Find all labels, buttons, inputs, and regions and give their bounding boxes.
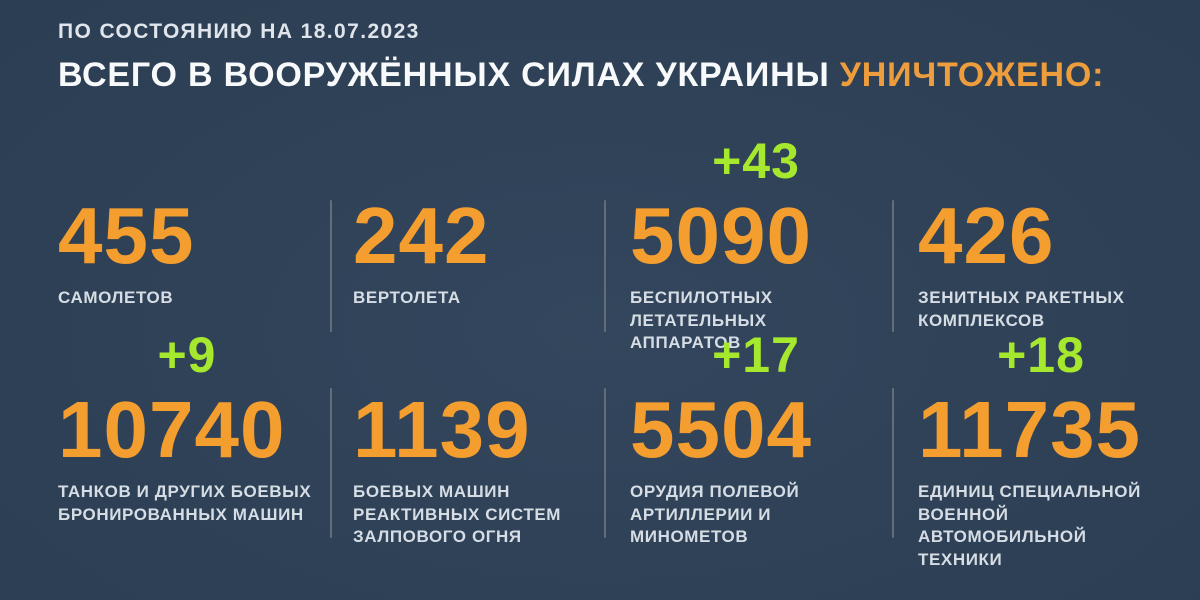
stat-value: 10740 [58,385,286,474]
stat-delta: +43 [712,133,800,189]
stat-card-artillery: +17 5504 ОРУДИЯ ПОЛЕВОЙ АРТИЛЛЕРИИ И МИН… [630,330,882,549]
stat-value: 5504 [630,385,812,474]
stat-value: 242 [353,191,490,280]
stat-card-helicopters: 242 ВЕРТОЛЕТА [353,196,593,310]
date-line: ПО СОСТОЯНИЮ НА 18.07.2023 [58,20,420,43]
stat-value: 5090 [630,191,812,280]
stat-value: 455 [58,191,195,280]
stat-card-aircraft: 455 САМОЛЕТОВ [58,196,316,310]
divider [330,388,332,538]
stat-value: 426 [918,191,1055,280]
divider [892,388,894,538]
stat-label: БОЕВЫХ МАШИН РЕАКТИВНЫХ СИСТЕМ ЗАЛПОВОГО… [353,482,562,547]
stat-delta: +18 [997,327,1085,383]
stat-label: ТАНКОВ И ДРУГИХ БОЕВЫХ БРОНИРОВАННЫХ МАШ… [58,482,312,524]
divider [604,388,606,538]
divider [330,200,332,332]
stat-label: САМОЛЕТОВ [58,288,174,307]
stat-label: БЕСПИЛОТНЫХ ЛЕТАТЕЛЬНЫХ АППАРАТОВ [630,288,773,353]
title-main: ВСЕГО В ВООРУЖЁННЫХ СИЛАХ УКРАИНЫ [58,56,840,94]
stat-label: ЗЕНИТНЫХ РАКЕТНЫХ КОМПЛЕКСОВ [918,288,1125,330]
divider [604,200,606,332]
stat-card-sam-systems: 426 ЗЕНИТНЫХ РАКЕТНЫХ КОМПЛЕКСОВ [918,196,1164,332]
divider [892,200,894,332]
stat-label: ОРУДИЯ ПОЛЕВОЙ АРТИЛЛЕРИИ И МИНОМЕТОВ [630,482,800,547]
title-accent: УНИЧТОЖЕНО: [839,56,1105,94]
stat-label: ВЕРТОЛЕТА [353,288,461,307]
stat-card-military-vehicles: +18 11735 ЕДИНИЦ СПЕЦИАЛЬНОЙ ВОЕННОЙ АВТ… [918,330,1164,571]
stat-label: ЕДИНИЦ СПЕЦИАЛЬНОЙ ВОЕННОЙ АВТОМОБИЛЬНОЙ… [918,482,1141,569]
stat-delta: +17 [712,327,800,383]
page-title: ВСЕГО В ВООРУЖЁННЫХ СИЛАХ УКРАИНЫ УНИЧТО… [58,56,1104,95]
stat-value: 11735 [918,385,1142,474]
stat-value: 1139 [353,385,531,474]
stat-delta: +9 [157,327,217,383]
stat-card-tanks: +9 10740 ТАНКОВ И ДРУГИХ БОЕВЫХ БРОНИРОВ… [58,330,316,526]
stat-card-uav: +43 5090 БЕСПИЛОТНЫХ ЛЕТАТЕЛЬНЫХ АППАРАТ… [630,136,882,355]
stat-card-mlrs: 1139 БОЕВЫХ МАШИН РЕАКТИВНЫХ СИСТЕМ ЗАЛП… [353,390,593,549]
